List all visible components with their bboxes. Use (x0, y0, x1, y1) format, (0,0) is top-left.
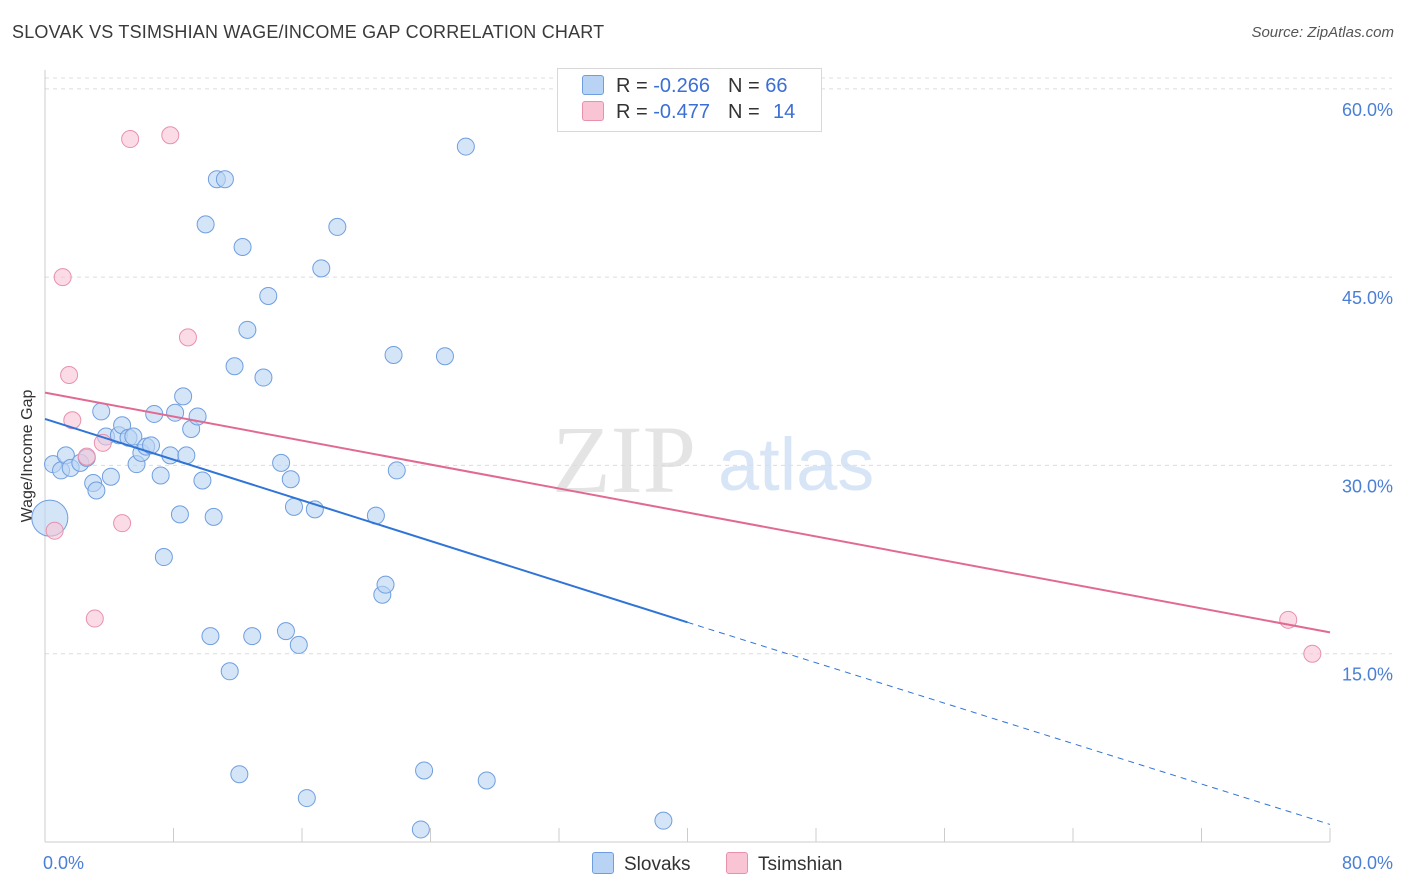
tick-labels: 15.0% 30.0% 45.0% 60.0% 0.0% 80.0% (43, 100, 1393, 873)
legend-n-value: 14 (772, 101, 796, 123)
slovaks-point (230, 765, 249, 784)
slovaks-point (654, 811, 673, 830)
tsimshian-point (45, 521, 64, 540)
slovaks-point (456, 137, 475, 156)
legend-row-slovaks: R = -0.266 N = 66 (582, 75, 787, 99)
legend-swatch-slovaks (582, 75, 604, 95)
slovaks-trend-extension (687, 621, 1331, 825)
bottom-legend-tsimshian: Tsimshian (726, 852, 842, 876)
chart-source: Source: ZipAtlas.com (1251, 24, 1394, 41)
correlation-legend: R = -0.266 N = 66 R = -0.477 N = 14 (557, 68, 822, 132)
bottom-legend-slovaks: Slovaks (592, 852, 691, 876)
slovaks-point (196, 215, 215, 234)
y-tick-label: 15.0% (1342, 665, 1393, 685)
bottom-legend-label: Slovaks (624, 854, 691, 875)
tsimshian-point (85, 609, 104, 628)
legend-r-value: -0.266 (653, 75, 710, 97)
tsimshian-point (60, 366, 79, 385)
legend-r-label: R = (616, 101, 654, 123)
legend-row-tsimshian: R = -0.477 N = 14 (582, 101, 795, 125)
legend-n-label: N = (727, 75, 766, 97)
slovaks-point (92, 402, 111, 421)
y-tick-label: 60.0% (1342, 100, 1393, 120)
slovaks-point (477, 771, 496, 790)
legend-r-label: R = (616, 75, 654, 97)
legend-n-value: 66 (765, 75, 788, 97)
tsimshian-point (63, 411, 82, 430)
tsimshian-point (1303, 644, 1322, 663)
slovaks-point (272, 453, 291, 472)
watermark: ZIP atlas (552, 406, 874, 513)
slovaks-point (101, 467, 120, 486)
gridlines (45, 77, 1392, 655)
tsimshian-point (53, 268, 72, 287)
slovaks-point (254, 368, 273, 387)
tsimshian-point (121, 130, 140, 149)
watermark-zip: ZIP (552, 406, 696, 513)
slovaks-point (376, 575, 395, 594)
data-points (31, 126, 1322, 839)
slovaks-point (204, 507, 223, 526)
slovaks-point (435, 347, 454, 366)
bottom-legend-label: Tsimshian (758, 854, 843, 875)
slovaks-point (124, 427, 143, 446)
slovaks-point (142, 436, 161, 455)
chart-title: SLOVAK VS TSIMSHIAN WAGE/INCOME GAP CORR… (12, 22, 605, 42)
slovaks-point (225, 357, 244, 376)
slovaks-point (387, 461, 406, 480)
legend-swatch-tsimshian (582, 101, 604, 121)
slovaks-point (87, 481, 106, 500)
y-tick-label: 30.0% (1342, 476, 1393, 496)
slovaks-point (243, 627, 262, 646)
legend-n-label: N = (727, 101, 766, 123)
slovaks-point (297, 789, 316, 808)
slovaks-trend-line (44, 418, 688, 624)
slovaks-point (281, 470, 300, 489)
bottom-legend-swatch-tsimshian (726, 852, 748, 874)
trend-lines (44, 391, 1331, 825)
slovaks-point (384, 345, 403, 364)
x-tick-label: 0.0% (43, 853, 84, 873)
tsimshian-point (178, 328, 197, 347)
axes (44, 70, 1331, 843)
legend-r-value: -0.477 (653, 101, 710, 123)
watermark-atlas: atlas (718, 423, 874, 506)
tsimshian-point (113, 514, 132, 533)
slovaks-point (411, 820, 430, 839)
bottom-legend-swatch-slovaks (592, 852, 614, 874)
slovaks-point (193, 471, 212, 490)
y-tick-label: 45.0% (1342, 288, 1393, 308)
slovaks-point (276, 622, 295, 641)
slovaks-point (154, 548, 173, 567)
slovaks-point (238, 320, 257, 339)
slovaks-point (174, 387, 193, 406)
tsimshian-trend-line (44, 391, 1331, 634)
slovaks-point (284, 497, 303, 516)
slovaks-point (215, 170, 234, 189)
slovaks-point (233, 237, 252, 256)
slovaks-point (289, 635, 308, 654)
slovaks-point (328, 217, 347, 236)
slovaks-point (151, 466, 170, 485)
slovaks-point (415, 761, 434, 780)
slovaks-point (201, 627, 220, 646)
slovaks-point (220, 662, 239, 681)
tsimshian-point (161, 126, 180, 145)
slovaks-point (312, 259, 331, 278)
x-tick-label: 80.0% (1342, 853, 1393, 873)
slovaks-point (170, 505, 189, 524)
slovaks-point (259, 286, 278, 305)
tsimshian-point (77, 447, 96, 466)
